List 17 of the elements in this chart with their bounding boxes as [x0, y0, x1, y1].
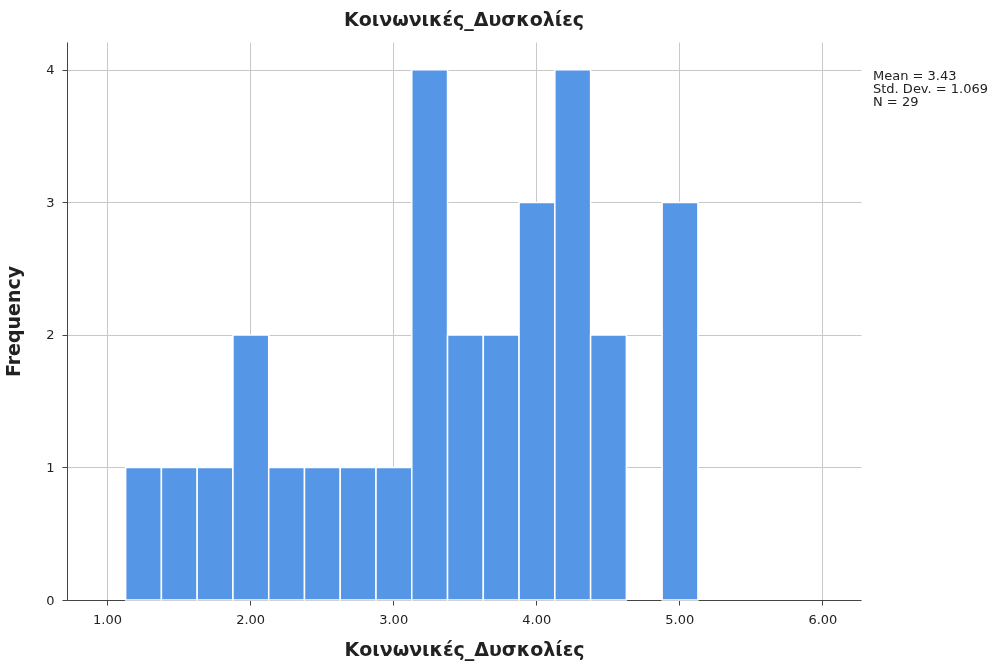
- y-tick-label: 1: [46, 459, 55, 475]
- text: Std. Dev. = 1.069: [873, 81, 989, 96]
- y-tick-label: 3: [46, 194, 55, 210]
- x-tick-label: 3.00: [379, 611, 409, 627]
- y-tick-label: 0: [46, 592, 55, 608]
- x-axis-title: Κοινωνικές_Δυσκολίες: [344, 637, 585, 661]
- x-tick-label: 4.00: [522, 611, 552, 627]
- text: Mean = 3.43: [873, 68, 957, 83]
- x-tick-label: 6.00: [808, 611, 838, 627]
- x-tick-label: 2.00: [236, 611, 266, 627]
- y-tick-label: 2: [46, 327, 55, 343]
- y-tick-label: 4: [46, 62, 55, 78]
- chart-title: Κοινωνικές_Δυσκολίες: [344, 8, 584, 31]
- y-axis-title: Frequency: [2, 265, 25, 378]
- x-tick-label: 5.00: [665, 611, 695, 627]
- text: N = 29: [873, 94, 919, 109]
- x-tick-label: 1.00: [93, 611, 123, 627]
